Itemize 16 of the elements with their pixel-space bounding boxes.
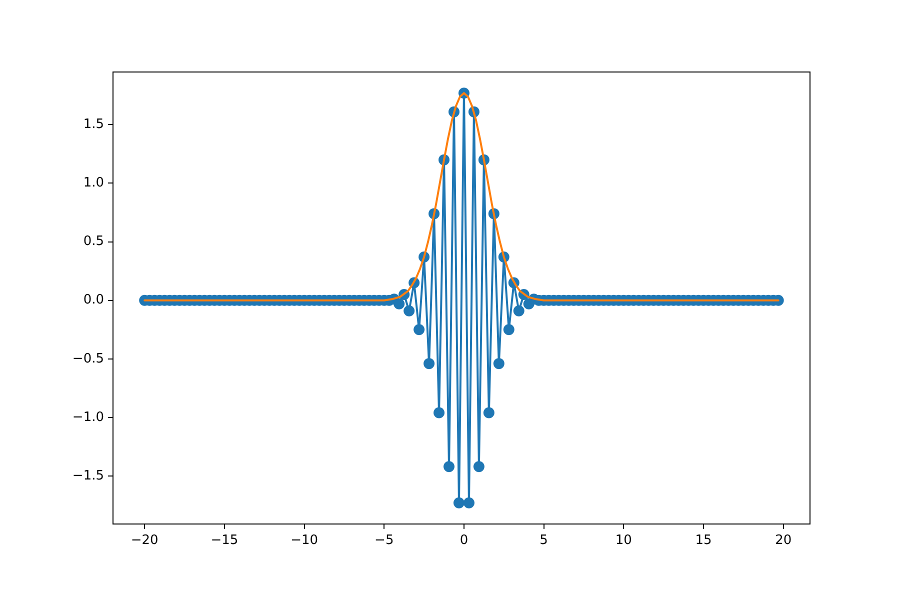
y-tick-label: −0.5 (72, 351, 104, 366)
x-tick-label: 5 (540, 533, 548, 548)
x-tick-label: 10 (615, 533, 632, 548)
y-tick-label: −1.5 (72, 468, 104, 484)
x-tick-label: −20 (130, 533, 158, 548)
x-tick-label: 0 (460, 533, 468, 548)
x-tick-label: 20 (775, 533, 792, 548)
y-tick-label: 0.5 (83, 234, 104, 250)
y-tick-label: 1.5 (83, 117, 104, 132)
x-tick-label: −15 (210, 533, 238, 548)
y-tick-label: −1.0 (72, 410, 104, 425)
x-tick-label: 15 (695, 533, 712, 548)
x-tick-label: −10 (290, 533, 318, 548)
y-tick-label: 1.0 (83, 176, 104, 191)
x-tick-label: −5 (374, 533, 394, 548)
y-tick-label: 0.0 (83, 292, 104, 308)
